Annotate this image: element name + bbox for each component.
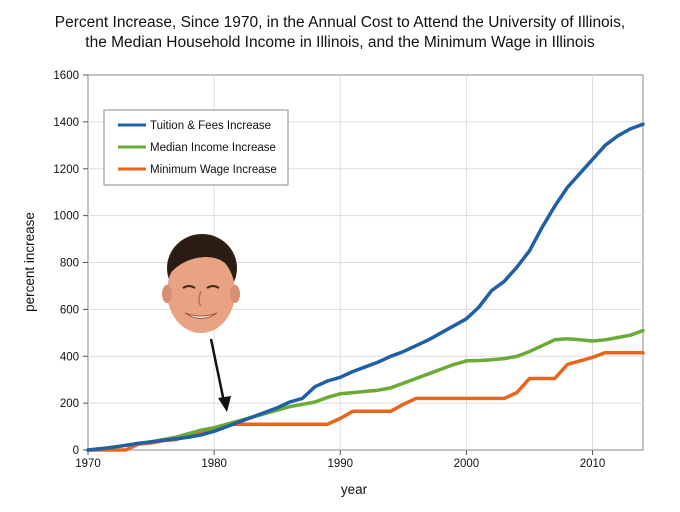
annotation-portrait [162,234,240,333]
y-tick-label: 600 [60,304,79,316]
legend-label-income: Median Income Increase [150,142,276,154]
x-tick-label: 1970 [75,458,101,470]
portrait-hair-top [168,237,236,278]
y-axis-label: percent increase [22,212,37,312]
portrait-smile [184,312,218,319]
gridlines [88,75,643,450]
x-axis-ticks: 1970 1980 1990 2000 2010 [75,450,605,470]
y-tick-label: 1000 [53,211,79,223]
y-tick-label: 200 [60,398,79,410]
portrait-right-ear [230,285,240,303]
arrow-head [218,396,231,412]
annotation-arrow [209,338,231,412]
x-tick-label: 1990 [327,458,353,470]
portrait-left-ear [162,285,172,303]
portrait-nose [198,290,202,307]
y-tick-label: 1600 [53,70,79,82]
arrow-shaft [209,338,226,403]
series-line-tuition-fees-increase [86,122,645,452]
legend-label-minwage: Minimum Wage Increase [150,164,277,176]
x-axis-label: year [341,482,368,497]
y-axis-ticks: 0 200 400 600 800 1000 1200 1400 1600 [53,70,88,457]
y-tick-label: 400 [60,351,79,363]
x-tick-label: 2000 [454,458,480,470]
portrait-left-eye [182,285,196,289]
chart-title-line-2: the Median Household Income in Illinois,… [85,34,595,51]
x-tick-label: 2010 [580,458,606,470]
x-tick-label: 1980 [201,458,227,470]
legend: Tuition & Fees Increase Median Income In… [103,109,289,186]
y-tick-label: 0 [73,445,79,457]
series-lines [86,122,645,452]
series-line-median-income-increase [86,328,645,452]
y-tick-label: 800 [60,258,79,270]
y-tick-label: 1200 [53,164,79,176]
legend-label-tuition: Tuition & Fees Increase [150,120,271,132]
chart-title-line-1: Percent Increase, Since 1970, in the Ann… [55,14,625,31]
portrait-right-eye [206,285,220,289]
y-tick-label: 1400 [53,117,79,129]
